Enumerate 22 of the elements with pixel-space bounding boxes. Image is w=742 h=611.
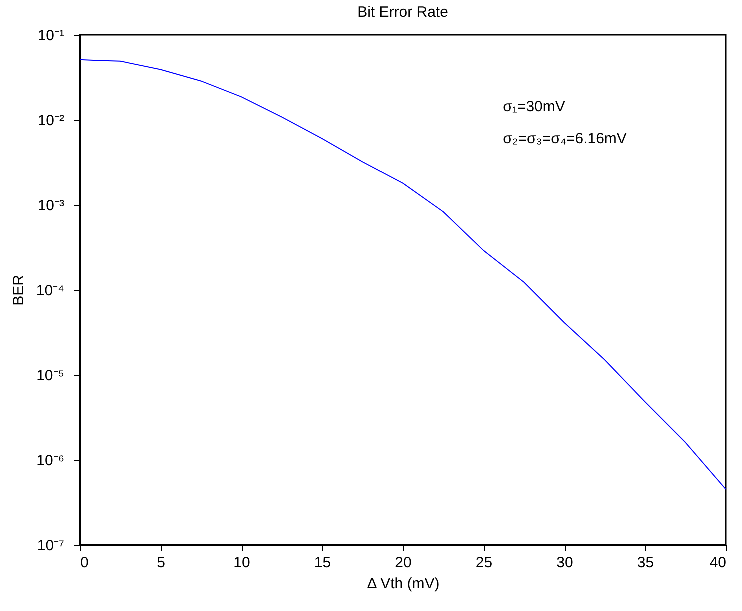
y-tick-label: 10⁻² (38, 112, 64, 130)
x-tick-label: 20 (395, 554, 412, 572)
annotation: σ₂=σ₃=σ₄=6.16mV (503, 130, 627, 148)
y-tick-label: 10⁻³ (38, 198, 64, 214)
y-tick-label: 10⁻¹ (38, 28, 64, 44)
x-tick-label: 40 (710, 554, 726, 572)
x-tick-label: 35 (637, 554, 654, 572)
line-series (80, 59, 726, 490)
y-tick-label: 10⁻⁶ (36, 452, 64, 470)
x-tick-label: 5 (157, 554, 166, 572)
x-tick-label: 10 (234, 554, 250, 572)
chart-title: Bit Error Rate (358, 4, 448, 21)
x-tick-label: 0 (80, 554, 89, 572)
y-tick-label: 10⁻⁵ (36, 368, 64, 384)
x-tick-label: 25 (476, 554, 493, 572)
annotation: σ₁=30mV (503, 98, 566, 116)
y-tick-label: 10⁻⁴ (36, 282, 64, 300)
x-tick-label: 30 (556, 554, 574, 572)
x-axis-title: Δ Vth (mV) (367, 576, 440, 592)
y-tick-label: 10⁻⁷ (37, 538, 64, 554)
x-tick-label: 15 (314, 554, 332, 572)
y-axis-title: BER (10, 274, 28, 306)
